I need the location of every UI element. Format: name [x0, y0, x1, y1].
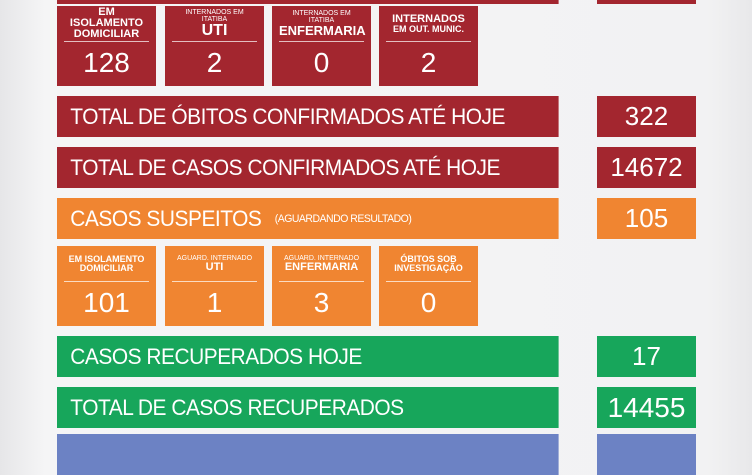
stat-label-top: EM ISOLAMENTO	[68, 253, 145, 264]
stat-label: UTI	[201, 21, 228, 39]
label-text: CASOS RECUPERADOS HOJE	[70, 343, 362, 369]
stat-value: 101	[83, 287, 130, 318]
stat-box-uti: AGUARD. INTERNADO UTI 1	[165, 246, 264, 326]
stat-label: DOMICILIAR	[79, 262, 134, 273]
bottom-value-partial	[597, 434, 696, 475]
stat-label-top: AGUARD. INTERNADO	[176, 254, 253, 262]
stat-box-uti: INTERNADOS EM ITATIBA UTI 2	[165, 6, 264, 86]
stat-label: UTI	[205, 260, 224, 273]
stat-label: INVESTIGAÇÃO	[394, 262, 463, 273]
stat-value: 0	[313, 47, 330, 78]
stat-box-isolation: EM ISOLAMENTO DOMICILIAR 101	[57, 246, 156, 326]
stat-label-top: ÓBITOS SOB	[400, 253, 457, 264]
recovered-total-label: TOTAL DE CASOS RECUPERADOS	[57, 387, 559, 428]
stat-value: 3	[313, 287, 330, 318]
stat-value: 1	[206, 287, 223, 318]
label-text: CASOS SUSPEITOS	[70, 205, 262, 231]
suspected-label: CASOS SUSPEITOS (AGUARDANDO RESULTADO)	[57, 198, 559, 239]
stat-label: EM OUT. MUNIC.	[393, 23, 464, 34]
stat-value: 128	[83, 47, 130, 78]
stat-label-top: INTERNADOS	[392, 12, 465, 25]
stat-box-ward: INTERNADOS EM ITATIBA ENFERMARIA 0	[272, 6, 371, 86]
label-text: TOTAL DE ÓBITOS CONFIRMADOS ATÉ HOJE	[70, 103, 505, 129]
recovered-today-label: CASOS RECUPERADOS HOJE	[57, 336, 559, 377]
top-bar-partial	[57, 0, 559, 4]
label-text: TOTAL DE CASOS RECUPERADOS	[70, 394, 404, 420]
stat-label: ENFERMARIA	[284, 260, 359, 273]
stat-box-other-city: INTERNADOS EM OUT. MUNIC. 2	[379, 6, 478, 86]
cases-total-label: TOTAL DE CASOS CONFIRMADOS ATÉ HOJE	[57, 147, 559, 188]
top-value-partial	[597, 0, 696, 4]
label-text: TOTAL DE CASOS CONFIRMADOS ATÉ HOJE	[70, 154, 500, 180]
stat-label-top: INTERNADOS EM ITATIBA	[292, 10, 351, 24]
suspected-value: 105	[597, 198, 696, 239]
stat-label-top: EM ISOLAMENTO	[69, 6, 144, 29]
stat-label-top: AGUARD. INTERNADO	[283, 254, 360, 262]
recovered-total-value: 14455	[597, 387, 696, 428]
cases-total-value: 14672	[597, 147, 696, 188]
stat-value: 2	[206, 47, 223, 78]
sublabel-text: (AGUARDANDO RESULTADO)	[274, 212, 412, 225]
bottom-bar-partial	[57, 434, 559, 475]
stat-value: 2	[420, 47, 437, 78]
stat-value: 0	[420, 287, 437, 318]
stat-label: DOMICILIAR	[73, 28, 140, 40]
stat-label: ENFERMARIA	[279, 23, 366, 38]
deaths-total-value: 322	[597, 96, 696, 137]
deaths-total-label: TOTAL DE ÓBITOS CONFIRMADOS ATÉ HOJE	[57, 96, 559, 137]
stat-box-ward: AGUARD. INTERNADO ENFERMARIA 3	[272, 246, 371, 326]
stat-box-isolation: EM ISOLAMENTO DOMICILIAR 128	[57, 6, 156, 86]
stat-box-deaths-investigation: ÓBITOS SOB INVESTIGAÇÃO 0	[379, 246, 478, 326]
recovered-today-value: 17	[597, 336, 696, 377]
stat-label-top: INTERNADOS EM ITATIBA	[185, 8, 244, 23]
